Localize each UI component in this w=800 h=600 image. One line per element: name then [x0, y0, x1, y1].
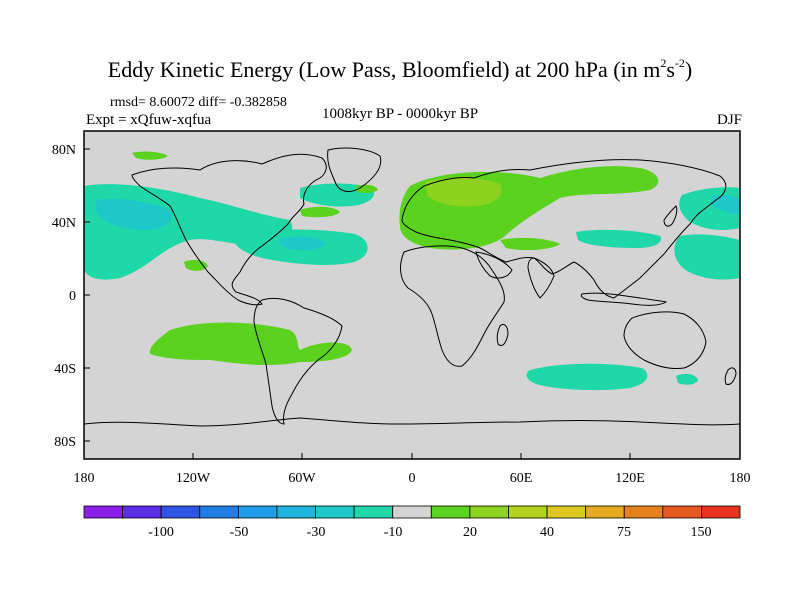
experiment-label: Expt = xQfuw-xqfua — [86, 112, 212, 128]
anomaly-region-mideast — [500, 237, 560, 251]
y-tick-label: 80S — [54, 435, 76, 450]
coastline-indonesia — [580, 292, 668, 306]
anomaly-fields — [84, 151, 740, 391]
anomaly-region-n-atlantic-green — [300, 206, 340, 218]
anomaly-region-na-coast — [184, 259, 208, 271]
coastline-south-america — [253, 297, 343, 425]
colorbar-label: -50 — [230, 525, 249, 540]
y-tick-label: 0 — [69, 289, 76, 304]
colorbar-swatch — [546, 505, 587, 519]
coastline-japan — [663, 205, 678, 227]
colorbar-swatch — [315, 505, 355, 519]
anomaly-region-asia-mid — [576, 229, 661, 248]
colorbar-swatch — [237, 505, 278, 519]
colorbar-swatch — [122, 505, 162, 519]
x-tick-label: 120W — [176, 471, 211, 486]
colorbar-label: -30 — [307, 525, 326, 540]
stats-line: rmsd= 8.60072 diff= -0.382858 — [110, 95, 287, 110]
coastline-north-america — [131, 153, 327, 306]
y-tick-label: 40N — [52, 216, 76, 231]
colorbar-label: 150 — [691, 525, 712, 540]
colorbar-label: 20 — [463, 525, 477, 540]
colorbar-swatch — [392, 505, 432, 519]
tick-marks — [83, 148, 741, 459]
map-title: Eddy Kinetic Energy (Low Pass, Bloomfiel… — [107, 56, 693, 82]
colorbar-swatch — [701, 505, 741, 519]
colorbar-label: -10 — [384, 525, 403, 540]
period-label: 1008kyr BP - 0000kyr BP — [322, 106, 479, 122]
x-tick-label: 60E — [510, 471, 533, 486]
anomaly-core-n-pacific — [96, 198, 172, 231]
colorbar-label: 75 — [617, 525, 631, 540]
colorbar-label: -100 — [148, 525, 174, 540]
anomaly-region-c-pacific — [674, 234, 740, 280]
anomaly-region-n-pacific-green — [132, 151, 168, 160]
coastline-antarctica — [84, 417, 740, 427]
anomaly-region-canada — [300, 183, 374, 207]
anomaly-core-w-pacific — [712, 195, 740, 214]
colorbar-label: 40 — [540, 525, 554, 540]
colorbar-swatch — [662, 505, 702, 519]
y-tick-label: 80N — [52, 143, 76, 158]
colorbar — [83, 505, 741, 519]
x-tick-label: 60W — [288, 471, 316, 486]
coastline-africa — [400, 245, 505, 367]
x-tick-label: 0 — [409, 471, 416, 486]
colorbar-swatch — [160, 505, 201, 519]
x-tick-label: 180 — [730, 471, 751, 486]
coastlines — [84, 147, 740, 427]
colorbar-swatch — [430, 505, 471, 519]
anomaly-core-atlantic — [280, 236, 326, 251]
colorbar-swatch — [623, 505, 664, 519]
anomaly-region-europe-core — [425, 177, 502, 207]
colorbar-swatch — [469, 505, 509, 519]
y-tick-label: 40S — [54, 362, 76, 377]
coastline-australia — [623, 311, 707, 369]
colorbar-labels: -100 -50 -30 -10 20 40 75 150 — [148, 525, 711, 540]
anomaly-region-s-pacific — [149, 322, 352, 366]
x-tick-label: 120E — [615, 471, 645, 486]
anomaly-region-s-indian — [526, 363, 648, 391]
colorbar-swatch — [508, 505, 548, 519]
colorbar-swatch — [585, 505, 625, 519]
colorbar-swatch — [83, 505, 123, 519]
x-tick-label: 180 — [74, 471, 95, 486]
coastline-new-zealand — [724, 367, 737, 385]
coastline-greenland — [327, 147, 382, 192]
coastline-arabia — [475, 251, 513, 279]
coastline-eurasia — [401, 159, 727, 299]
colorbar-swatch — [276, 505, 316, 519]
season-label: DJF — [716, 112, 742, 128]
colorbar-swatch — [199, 505, 239, 519]
coastline-madagascar — [496, 323, 509, 347]
coastline-india — [527, 257, 555, 299]
anomaly-region-tasman — [676, 373, 698, 385]
colorbar-swatch — [353, 505, 394, 519]
